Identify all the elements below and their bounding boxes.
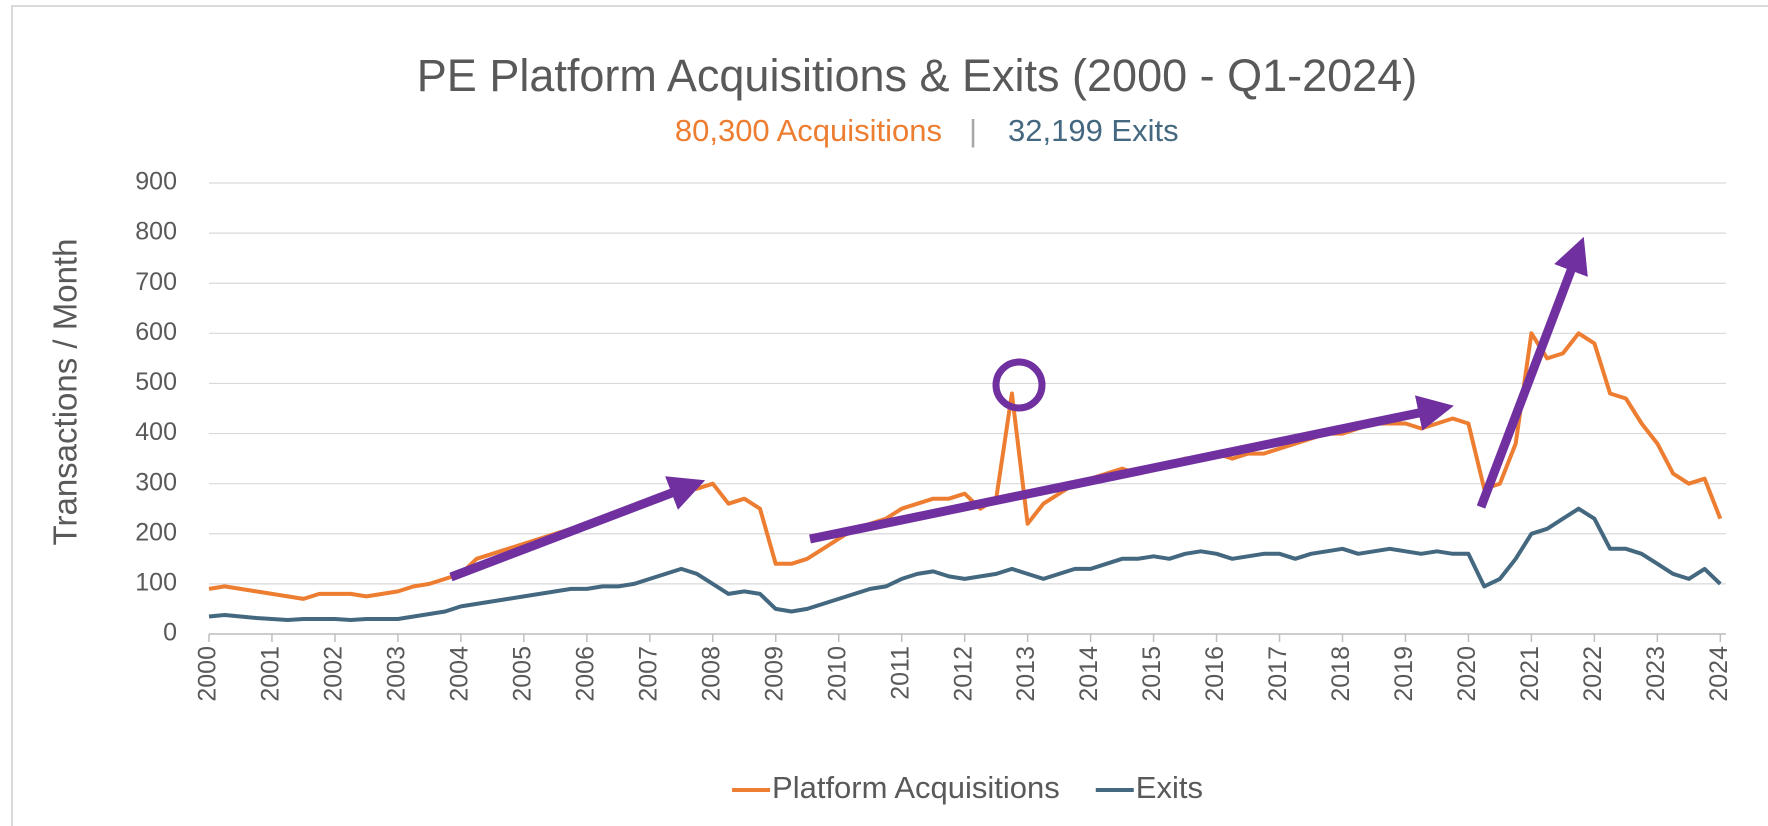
x-tick-label: 2022 — [1579, 646, 1607, 702]
x-tick-label: 2000 — [194, 646, 222, 702]
x-tick-label: 2006 — [571, 646, 599, 702]
legend-label: Exits — [1136, 770, 1203, 805]
y-tick-label: 900 — [135, 168, 177, 196]
grid: 0 100 200 300 400 500 600 700 800 900 2000 2001 2002… — [135, 168, 1733, 702]
legend: Platform Acquisitions Exits — [732, 770, 1203, 805]
trend-arrow — [1476, 236, 1588, 509]
x-tick-label: 2017 — [1264, 646, 1292, 702]
subtitle-acquisitions: 80,300 Acquisitions — [675, 113, 942, 148]
x-tick-label: 2014 — [1075, 646, 1103, 702]
x-tick-label: 2015 — [1138, 646, 1166, 702]
x-tick-label: 2005 — [508, 646, 536, 702]
chart-title: PE Platform Acquisitions & Exits (2000 -… — [417, 50, 1417, 101]
x-tick-label: 2001 — [257, 646, 285, 702]
y-axis-label: Transactions / Month — [47, 239, 84, 546]
trend-arrow — [809, 395, 1454, 544]
y-tick-label: 700 — [135, 268, 177, 296]
y-tick-label: 300 — [135, 468, 177, 496]
x-tick-label: 2019 — [1390, 646, 1418, 702]
y-tick-label: 400 — [135, 418, 177, 446]
subtitle-separator: | — [969, 113, 977, 148]
x-tick-label: 2002 — [320, 646, 348, 702]
series-line — [208, 506, 1722, 622]
x-tick-label: 2023 — [1642, 646, 1670, 702]
x-tick-label: 2018 — [1327, 646, 1355, 702]
y-tick-label: 500 — [135, 368, 177, 396]
x-tick-label: 2010 — [823, 646, 851, 702]
x-tick-label: 2016 — [1201, 646, 1229, 702]
x-tick-label: 2009 — [760, 646, 788, 702]
annotations — [449, 236, 1588, 582]
subtitle-exits: 32,199 Exits — [1008, 113, 1179, 148]
y-tick-label: 600 — [135, 318, 177, 346]
highlight-circle — [992, 358, 1046, 412]
x-tick-label: 2021 — [1516, 646, 1544, 702]
x-tick-label: 2007 — [634, 646, 662, 702]
card — [11, 5, 1768, 826]
y-tick-label: 100 — [135, 568, 177, 596]
x-tick-label: 2013 — [1012, 646, 1040, 702]
legend-label: Platform Acquisitions — [772, 770, 1060, 805]
x-tick-label: 2020 — [1453, 646, 1481, 702]
trend-arrow — [449, 476, 706, 582]
x-tick-label: 2012 — [949, 646, 977, 702]
y-tick-label: 200 — [135, 518, 177, 546]
y-tick-label: 0 — [163, 619, 177, 647]
x-tick-label: 2004 — [445, 646, 473, 702]
x-tick-label: 2024 — [1705, 646, 1733, 702]
y-tick-label: 800 — [135, 218, 177, 246]
x-tick-label: 2003 — [383, 646, 411, 702]
x-tick-label: 2008 — [697, 646, 725, 702]
x-tick-label: 2011 — [886, 646, 914, 700]
